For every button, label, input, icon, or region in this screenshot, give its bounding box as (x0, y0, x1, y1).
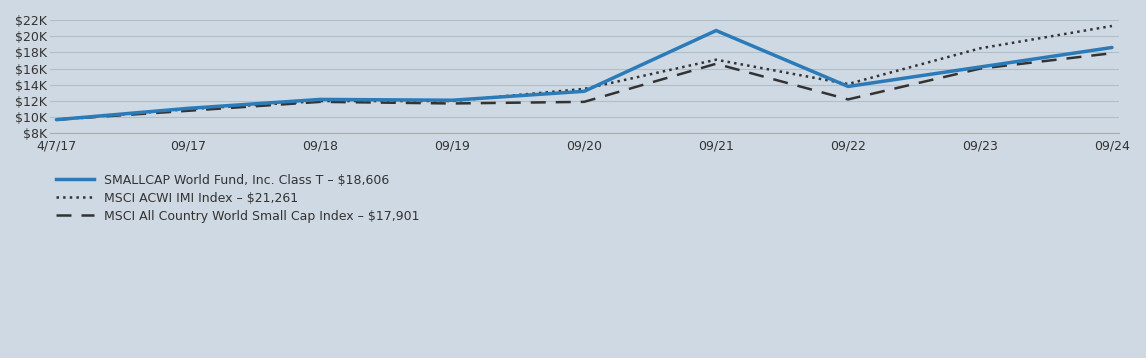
Legend: SMALLCAP World Fund, Inc. Class T – $18,606, MSCI ACWI IMI Index – $21,261, MSCI: SMALLCAP World Fund, Inc. Class T – $18,… (56, 174, 419, 223)
